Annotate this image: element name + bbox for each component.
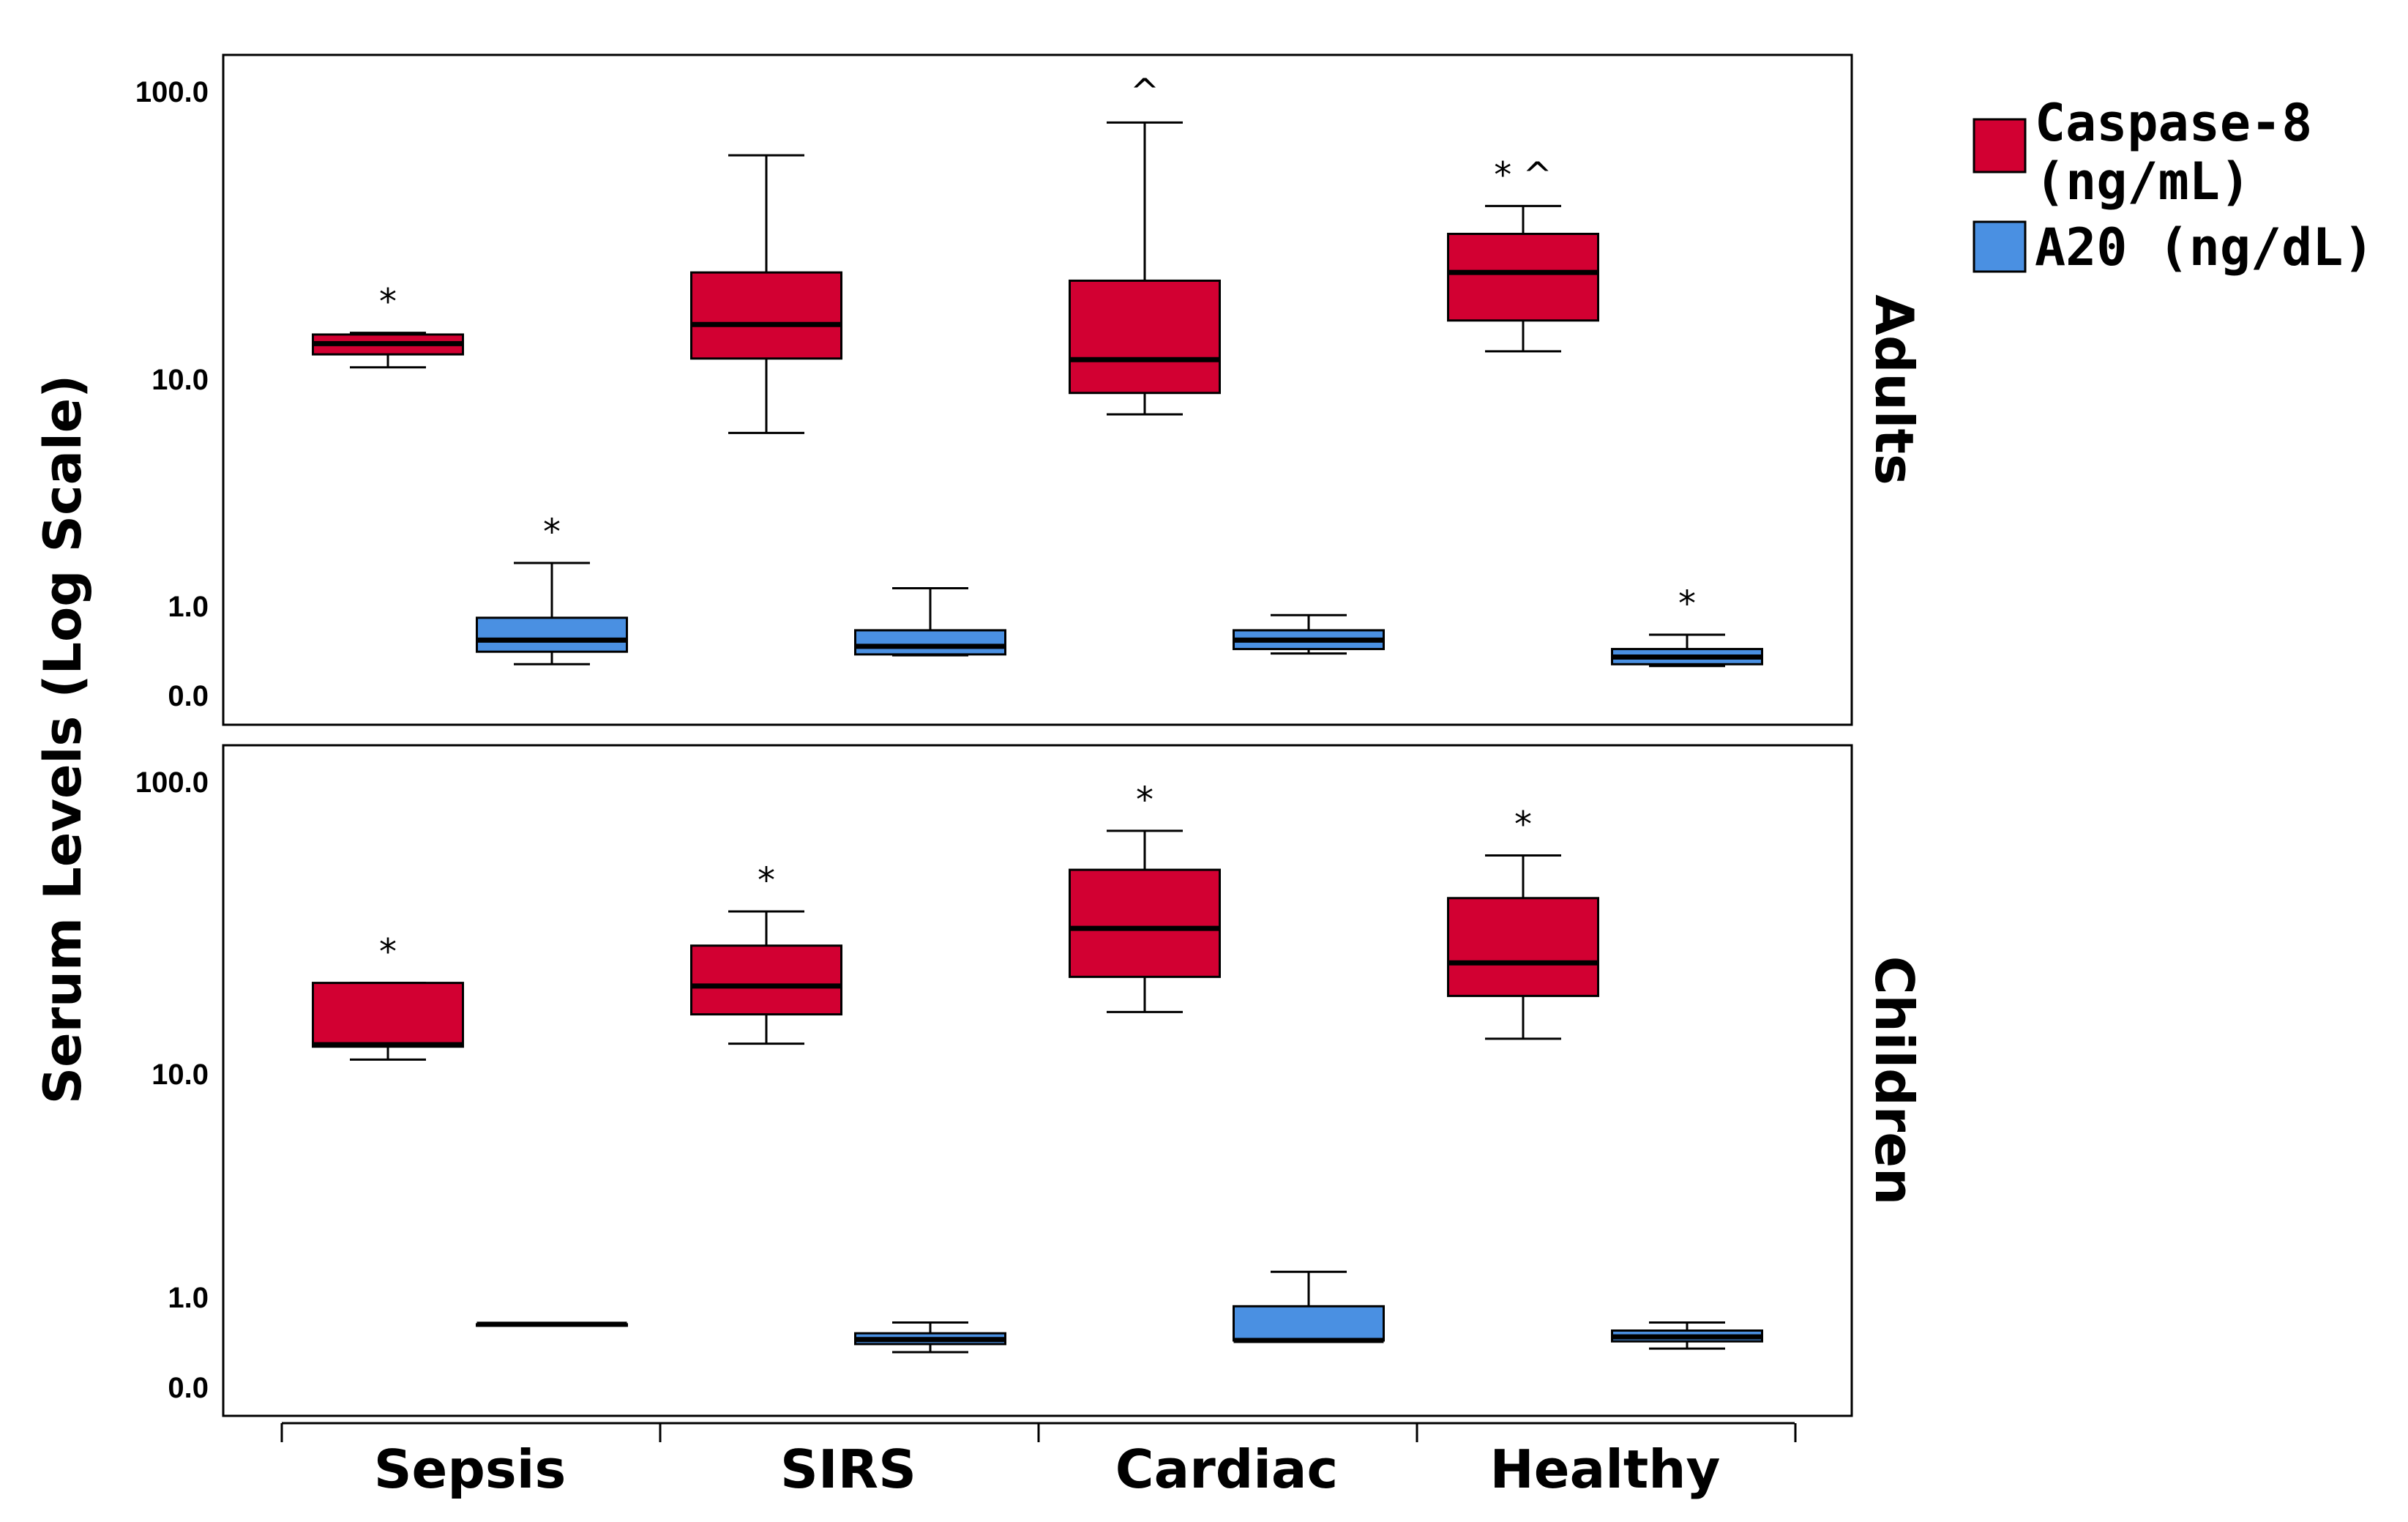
box-children-sirs-a20-ng-dl bbox=[854, 1321, 1006, 1354]
box-adults-sepsis-a20-ng-dl: * bbox=[476, 512, 628, 665]
panel-label-children: Children bbox=[1863, 956, 1925, 1206]
box-adults-cardiac-a20-ng-dl bbox=[1233, 613, 1385, 655]
significance-marker: * bbox=[379, 932, 397, 973]
box-children-sepsis-caspase-8-ng-ml: * bbox=[312, 932, 464, 1061]
y-tick-label-adults: 0.0 bbox=[168, 680, 209, 712]
box-body bbox=[690, 944, 842, 1016]
significance-marker: * ^ bbox=[1494, 154, 1552, 195]
box-body bbox=[1447, 232, 1599, 322]
significance-marker: * bbox=[379, 282, 397, 323]
box-body bbox=[690, 271, 842, 360]
significance-marker: * bbox=[1136, 780, 1153, 821]
panel-label-adults: Adults bbox=[1863, 294, 1925, 485]
legend-swatch-caspase8 bbox=[1973, 118, 2027, 174]
y-tick-label-adults: 100.0 bbox=[135, 76, 209, 108]
x-tick-label-sepsis: Sepsis bbox=[374, 1439, 567, 1500]
y-tick-label-adults: 10.0 bbox=[152, 364, 209, 396]
legend-label-caspase8-line1: Caspase-8 bbox=[2035, 93, 2312, 153]
y-tick-label-children: 100.0 bbox=[135, 766, 209, 799]
box-adults-sirs-caspase-8-ng-ml bbox=[690, 154, 842, 434]
significance-marker: * bbox=[1678, 583, 1696, 624]
panel-children: 100.0 10.0 1.0 0.0 Children * * * * bbox=[135, 744, 1925, 1417]
y-tick-label-children: 10.0 bbox=[152, 1059, 209, 1091]
box-adults-healthy-a20-ng-dl: * bbox=[1611, 583, 1763, 668]
x-tick-label-cardiac: Cardiac bbox=[1115, 1439, 1338, 1500]
significance-marker: * bbox=[1514, 804, 1532, 845]
significance-marker: * bbox=[543, 512, 561, 553]
box-body bbox=[1447, 897, 1599, 997]
panels-layer: 100.0 10.0 1.0 0.0 Adults * ^ * ^ * * 100.0 10.0 1.0… bbox=[135, 53, 1925, 1417]
box-adults-sepsis-caspase-8-ng-ml: * bbox=[312, 282, 464, 369]
box-adults-sirs-a20-ng-dl bbox=[854, 586, 1006, 657]
box-body bbox=[1069, 279, 1221, 395]
x-tick-label-sirs: SIRS bbox=[780, 1439, 916, 1500]
significance-marker: * bbox=[758, 860, 775, 901]
x-axis: Sepsis SIRS Cardiac Healthy bbox=[280, 1422, 1797, 1500]
box-adults-cardiac-caspase-8-ng-ml: ^ bbox=[1069, 71, 1221, 416]
box-children-cardiac-a20-ng-dl bbox=[1233, 1270, 1385, 1343]
box-children-cardiac-caspase-8-ng-ml: * bbox=[1069, 780, 1221, 1013]
panel-frame-adults bbox=[222, 53, 1853, 726]
legend: Caspase-8 (ng/mL) A20 (ng/dL) bbox=[1973, 93, 2374, 277]
legend-swatch-a20 bbox=[1973, 220, 2027, 273]
box-children-sepsis-a20-ng-dl bbox=[476, 1321, 628, 1327]
box-adults-healthy-caspase-8-ng-ml: * ^ bbox=[1447, 154, 1599, 353]
box-body bbox=[476, 616, 628, 653]
box-children-healthy-caspase-8-ng-ml: * bbox=[1447, 804, 1599, 1040]
box-body bbox=[312, 982, 464, 1048]
panel-frame-children bbox=[222, 744, 1853, 1417]
legend-label-caspase8-line2: (ng/mL) bbox=[2035, 152, 2251, 212]
x-tick-label-healthy: Healthy bbox=[1490, 1439, 1721, 1500]
y-tick-label-adults: 1.0 bbox=[168, 591, 209, 623]
box-children-sirs-caspase-8-ng-ml: * bbox=[690, 860, 842, 1045]
box-children-healthy-a20-ng-dl bbox=[1611, 1321, 1763, 1350]
y-tick-label-children: 1.0 bbox=[168, 1282, 209, 1314]
box-body bbox=[854, 629, 1006, 656]
legend-label-a20: A20 (ng/dL) bbox=[2035, 217, 2374, 277]
y-tick-label-children: 0.0 bbox=[168, 1372, 209, 1404]
panel-adults: 100.0 10.0 1.0 0.0 Adults * ^ * ^ * * bbox=[135, 53, 1925, 726]
box-body bbox=[1233, 1305, 1385, 1342]
y-axis-label: Serum Levels (Log Scale) bbox=[33, 375, 93, 1105]
box-body bbox=[1069, 868, 1221, 978]
significance-marker: ^ bbox=[1130, 71, 1159, 112]
